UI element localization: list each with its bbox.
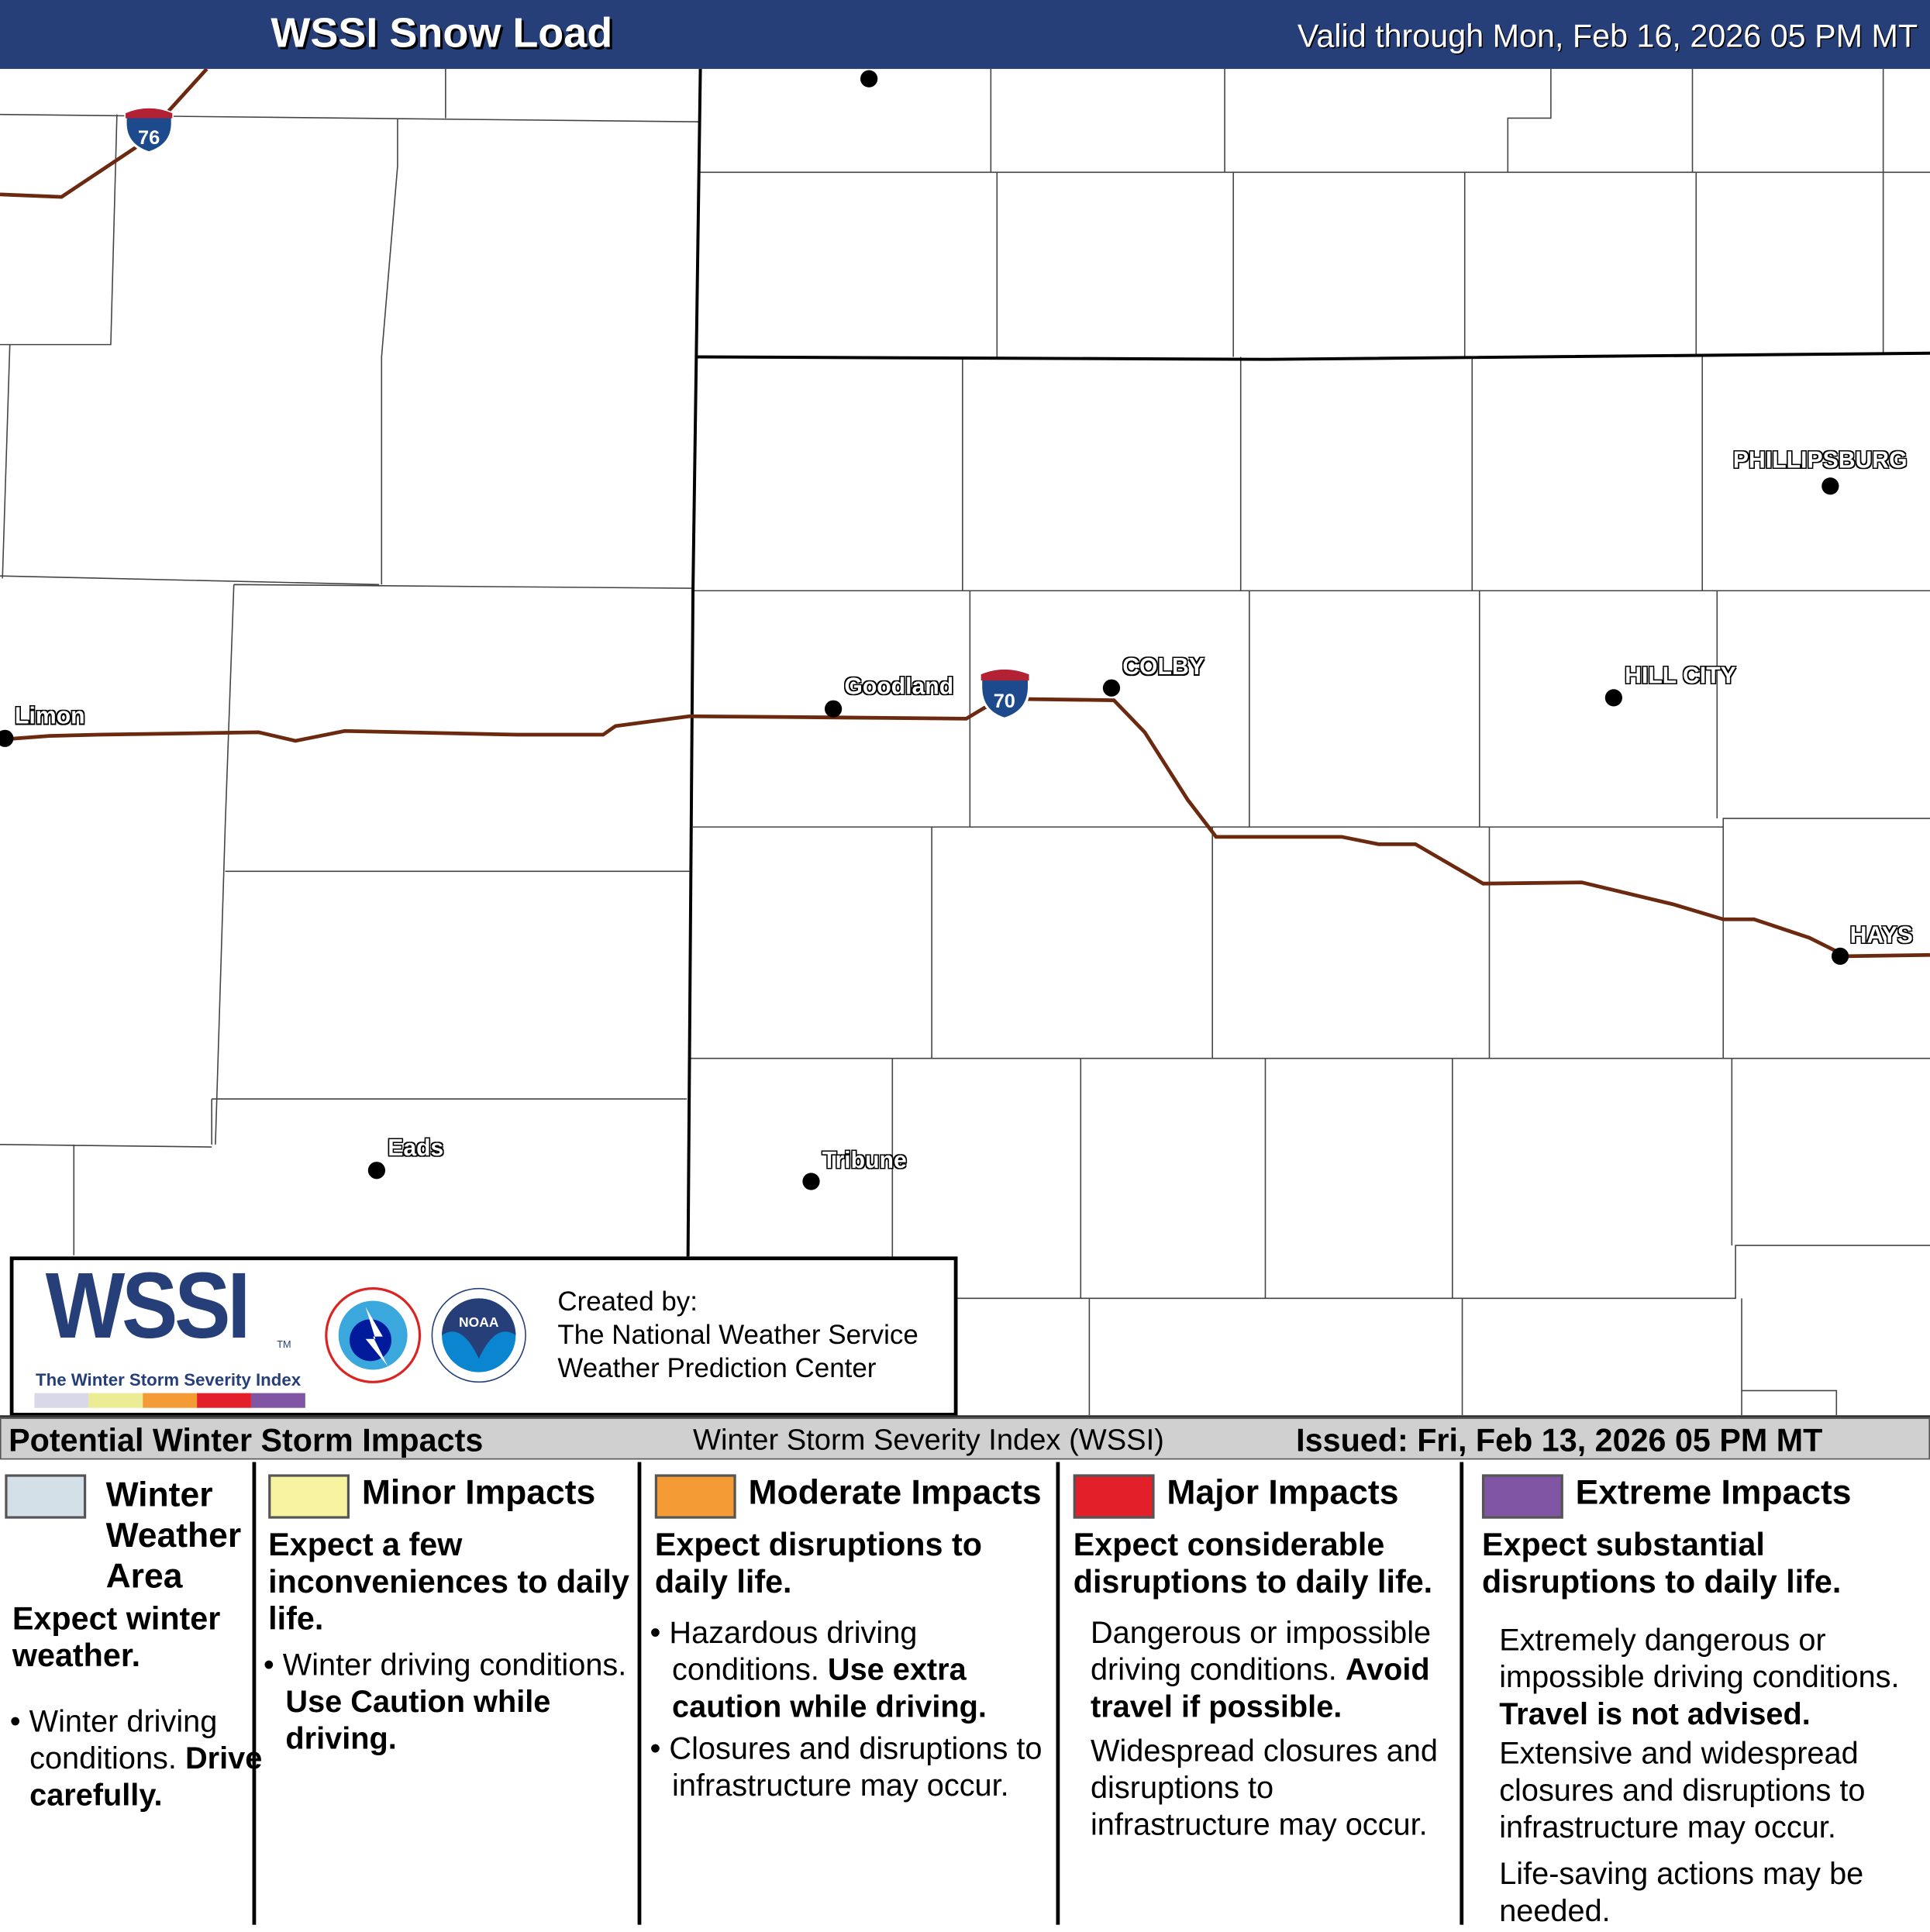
issued-time: Issued: Fri, Feb 13, 2026 05 PM MT <box>1296 1421 1823 1458</box>
bullet-text: Extensive and widespread closures and di… <box>1499 1736 1866 1845</box>
color-swatch <box>5 1474 87 1519</box>
bullet-emphasis: Avoid travel if possible. <box>1090 1652 1430 1724</box>
bullet-text: Life-saving actions may be needed. <box>1499 1857 1864 1929</box>
i76-road <box>0 68 209 199</box>
city-label-colby: COLBY <box>1122 654 1205 681</box>
category-title: Winter Weather Area <box>105 1476 242 1596</box>
noaa-logo-icon: NOAA <box>431 1287 526 1383</box>
city-label-hill-city: HILL CITY <box>1624 663 1736 690</box>
trademark: TM <box>277 1338 291 1351</box>
wssi-subtitle: The Winter Storm Severity Index <box>36 1369 302 1390</box>
shield-70-label: 70 <box>994 690 1015 712</box>
legend-minor-impacts: Minor Impacts Expect a few inconvenience… <box>256 1462 642 1925</box>
legend-moderate-impacts: Moderate Impacts Expect disruptions to d… <box>643 1462 1060 1925</box>
city-dots <box>0 70 1849 1190</box>
nws-noaa-logos: NOAA <box>325 1287 526 1383</box>
scale-swatch <box>143 1393 198 1408</box>
impact-legend: Potential Winter Storm Impacts Winter St… <box>0 1415 1930 1932</box>
logo-box: WSSI TM The Winter Storm Severity Index … <box>9 1254 958 1417</box>
city-label-eads: Eads <box>387 1135 444 1162</box>
bullet-text: Winter driving conditions. <box>29 1704 218 1776</box>
color-swatch <box>268 1474 350 1519</box>
interstate-roads <box>0 68 1930 959</box>
org-wpc: Weather Prediction Center <box>557 1352 877 1383</box>
scale-swatch <box>88 1393 143 1408</box>
scale-swatch <box>250 1393 305 1408</box>
created-by-label: Created by: <box>557 1286 698 1317</box>
category-title: Major Impacts <box>1167 1472 1399 1512</box>
city-label-phillipsburg: PHILLIPSBURG <box>1732 447 1908 474</box>
category-title: Extreme Impacts <box>1575 1472 1852 1512</box>
scale-swatch <box>197 1393 251 1408</box>
legend-center-title: Winter Storm Severity Index (WSSI) <box>693 1424 1164 1458</box>
interstate-shield-76: 76 <box>124 107 174 154</box>
category-title: Minor Impacts <box>361 1472 596 1512</box>
map[interactable]: 76 70 <box>0 68 1930 1416</box>
color-swatch <box>654 1474 736 1519</box>
category-summary: Expect substantial disruptions to daily … <box>1481 1526 1842 1600</box>
wssi-logo: WSSI <box>45 1254 251 1359</box>
city-label-hays: HAYS <box>1849 922 1914 949</box>
category-summary: Expect considerable disruptions to daily… <box>1073 1526 1433 1600</box>
svg-text:NOAA: NOAA <box>459 1314 499 1330</box>
color-swatch <box>1073 1474 1155 1519</box>
bullet-text: Widespread closures and disruptions to i… <box>1090 1734 1438 1843</box>
valid-time: Valid through Mon, Feb 16, 2026 05 PM MT <box>1297 17 1918 54</box>
state-lines <box>685 68 1930 1416</box>
bullet-emphasis: Drive carefully. <box>29 1741 263 1813</box>
bullet-emphasis: Use Caution while driving. <box>285 1684 551 1757</box>
legend-extreme-impacts: Extreme Impacts Expect substantial disru… <box>1465 1462 1930 1928</box>
category-summary: Expect disruptions to daily life. <box>654 1526 982 1600</box>
city-label-goodland: Goodland <box>844 673 954 701</box>
city-label-limon: Limon <box>14 704 85 731</box>
legend-header: Potential Winter Storm Impacts Winter St… <box>0 1417 1930 1460</box>
city-label-tribune: Tribune <box>822 1148 908 1175</box>
category-title: Moderate Impacts <box>748 1472 1042 1512</box>
bullet-emphasis: Use extra caution while driving. <box>672 1652 987 1724</box>
scale-swatch <box>34 1393 89 1408</box>
i70-road <box>0 697 1930 959</box>
legend-major-impacts: Major Impacts Expect considerable disrup… <box>1061 1462 1464 1925</box>
credits: Created by: The National Weather Service… <box>557 1285 918 1385</box>
bullet-emphasis: Travel is not advised. <box>1499 1696 1811 1732</box>
county-lines <box>0 68 1930 1416</box>
interstate-shield-70: 70 <box>980 668 1031 721</box>
legend-title: Potential Winter Storm Impacts <box>9 1421 484 1458</box>
nws-logo-icon <box>325 1287 422 1383</box>
bullet-text: Hazardous driving conditions. <box>669 1616 918 1688</box>
map-title: WSSI Snow Load <box>271 9 613 57</box>
org-nws: The National Weather Service <box>557 1319 918 1351</box>
bullet-text: Extremely dangerous or impossible drivin… <box>1499 1623 1900 1695</box>
shield-76-label: 76 <box>138 127 160 149</box>
color-swatch <box>1481 1474 1563 1519</box>
category-summary: Expect winter weather. <box>12 1600 221 1674</box>
bullet-text: Closures and disruptions to infrastructu… <box>669 1731 1043 1803</box>
bullet-text: Dangerous or impossible driving conditio… <box>1090 1616 1432 1688</box>
legend-winter-weather-area: Winter Weather Area Expect winter weathe… <box>0 1462 262 1925</box>
header: WSSI Snow Load Valid through Mon, Feb 16… <box>0 0 1930 69</box>
bullet-text: Winter driving conditions. <box>282 1648 627 1682</box>
category-summary: Expect a few inconveniences to daily lif… <box>268 1526 629 1638</box>
